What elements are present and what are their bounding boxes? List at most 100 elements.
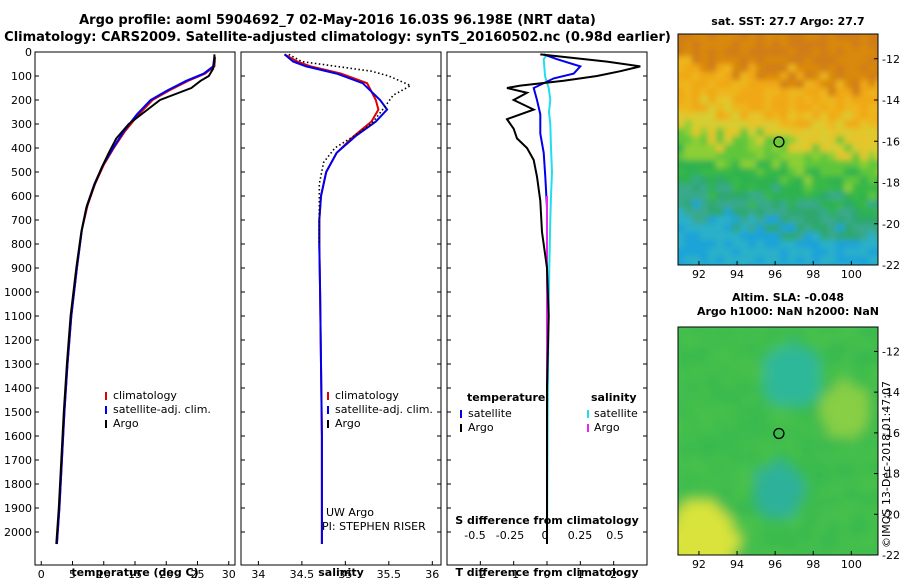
sst-cell — [852, 104, 861, 113]
sst-cell — [860, 104, 869, 113]
sst-cell — [748, 240, 757, 249]
sst-cell — [836, 48, 845, 57]
sla-cell — [836, 477, 845, 486]
sla-cell — [876, 485, 878, 494]
sst-cell — [788, 208, 797, 217]
sla-cell — [684, 381, 693, 390]
sst-cell — [740, 24, 749, 33]
sla-cell — [836, 453, 845, 462]
sst-cell — [868, 24, 877, 33]
sst-cell — [868, 72, 877, 81]
sla-cell — [740, 381, 749, 390]
sst-cell — [748, 96, 757, 105]
sst-cell — [764, 208, 773, 217]
depth-tick-label: 1400 — [4, 382, 32, 395]
sst-cell — [836, 96, 845, 105]
sst-cell — [876, 48, 878, 57]
sla-cell — [756, 469, 765, 478]
sla-cell — [668, 413, 677, 422]
sst-cell — [700, 192, 709, 201]
sla-cell — [668, 469, 677, 478]
sla-cell — [692, 437, 701, 446]
sla-cell — [780, 349, 789, 358]
sst-cell — [844, 176, 853, 185]
sla-cell — [836, 389, 845, 398]
sst-cell — [756, 104, 765, 113]
sst-cell — [716, 144, 725, 153]
sla-cell — [716, 549, 725, 555]
sla-cell — [796, 509, 805, 518]
sla-cell — [764, 541, 773, 550]
sst-cell — [740, 240, 749, 249]
sst-cell — [724, 64, 733, 73]
sla-cell — [684, 429, 693, 438]
sla-cell — [860, 349, 869, 358]
sla-cell — [716, 333, 725, 342]
sla-cell — [708, 453, 717, 462]
sla-cell — [708, 477, 717, 486]
sst-cell — [828, 192, 837, 201]
sla-cell — [828, 549, 837, 555]
sst-cell — [868, 80, 877, 89]
sst-cell — [716, 56, 725, 65]
sst-cell — [884, 240, 893, 249]
sst-cell — [748, 104, 757, 113]
sst-cell — [820, 104, 829, 113]
sla-cell — [788, 477, 797, 486]
sla-cell — [868, 485, 877, 494]
diff-legend-label-salinity: Argo — [594, 421, 620, 434]
sst-panel-title: sat. SST: 27.7 Argo: 27.7 — [711, 15, 865, 28]
sla-cell — [740, 469, 749, 478]
sst-cell — [732, 176, 741, 185]
sla-cell — [860, 389, 869, 398]
sla-cell — [796, 469, 805, 478]
sla-cell — [668, 557, 677, 566]
sst-cell — [844, 96, 853, 105]
sst-cell — [668, 168, 677, 177]
sst-cell — [828, 96, 837, 105]
sst-cell — [876, 240, 878, 249]
temperature-x-tick-label: 10 — [97, 568, 111, 580]
sla-cell — [868, 501, 877, 510]
sla-cell — [668, 453, 677, 462]
sla-cell — [772, 365, 781, 374]
sst-cell — [684, 208, 693, 217]
sst-cell — [668, 56, 677, 65]
sla-cell — [684, 453, 693, 462]
sla-cell — [678, 453, 685, 462]
sla-cell — [780, 381, 789, 390]
sla-cell — [678, 365, 685, 374]
sla-cell — [788, 381, 797, 390]
sst-cell — [852, 248, 861, 257]
sst-cell — [780, 216, 789, 225]
sst-cell — [678, 136, 685, 145]
sla-cell — [692, 327, 701, 334]
sst-cell — [836, 104, 845, 113]
sla-cell — [820, 365, 829, 374]
sst-cell — [764, 80, 773, 89]
sla-cell — [804, 429, 813, 438]
sla-cell — [836, 333, 845, 342]
sst-cell — [764, 232, 773, 241]
sst-cell — [868, 256, 877, 265]
sst-cell — [740, 34, 749, 41]
sla-cell — [844, 453, 853, 462]
sla-cell — [796, 349, 805, 358]
sla-cell — [804, 485, 813, 494]
sla-cell — [748, 517, 757, 526]
sst-cell — [868, 176, 877, 185]
sst-cell — [828, 64, 837, 73]
sst-cell — [852, 184, 861, 193]
sla-cell — [844, 509, 853, 518]
sst-cell — [716, 112, 725, 121]
sst-cell — [836, 128, 845, 137]
sla-cell — [764, 477, 773, 486]
sla-cell — [836, 533, 845, 542]
sla-cell — [804, 469, 813, 478]
sst-cell — [852, 168, 861, 177]
sla-panel-title: Altim. SLA: -0.048 — [731, 291, 845, 304]
sst-cell — [732, 48, 741, 57]
sla-lat-tick-label: -12 — [882, 345, 900, 358]
sla-cell — [684, 397, 693, 406]
sst-cell — [828, 144, 837, 153]
